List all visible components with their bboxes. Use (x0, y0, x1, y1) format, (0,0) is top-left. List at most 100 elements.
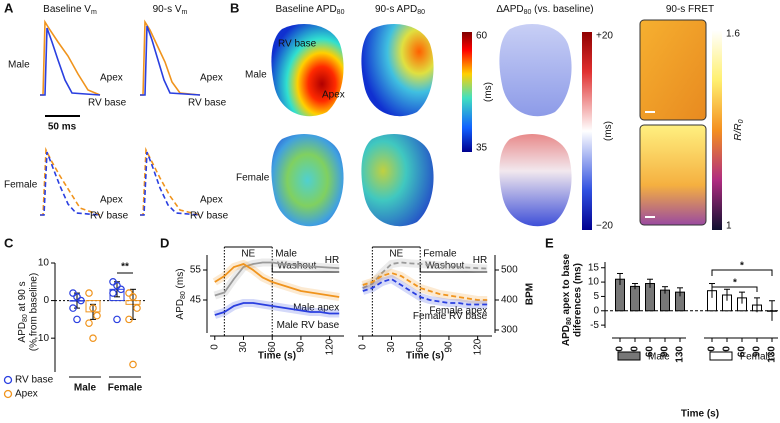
trace-label: RV base (90, 211, 129, 222)
point (69, 304, 77, 312)
delta-map (499, 134, 572, 227)
colorbar-unit: (ms) (483, 82, 494, 102)
y-axis-title-part: APD (175, 299, 186, 320)
panel-title: Male (275, 249, 297, 260)
column-title: Baseline APD80 (276, 4, 345, 17)
colorbar-max: +20 (596, 31, 613, 42)
x-tick-label: 130 (675, 346, 686, 363)
trace-label: Apex (100, 73, 123, 84)
point (89, 334, 97, 342)
row-label: Female (236, 173, 270, 184)
y2-axis-title: BPM (525, 283, 536, 305)
trace-label: RV base (88, 98, 127, 109)
row-label: Male (245, 70, 267, 81)
trace-label: RV base (190, 211, 229, 222)
line (362, 278, 488, 306)
trace (40, 19, 101, 96)
line-label: Male RV base (277, 320, 340, 331)
x-tick-label: 30 (238, 341, 249, 353)
y-tick-label: 15 (588, 262, 600, 273)
maps (271, 19, 722, 230)
y-axis-title: APD80 apex to base (561, 253, 574, 346)
x-tick-label: 0 (707, 346, 718, 352)
trace (40, 27, 101, 96)
annotation: * (740, 261, 744, 272)
x-tick-label: Female (108, 383, 143, 394)
line (214, 261, 340, 297)
column-title-part: 90-s FRET (666, 4, 714, 15)
panel-label: C (4, 235, 14, 250)
column-title-part: m (182, 9, 188, 16)
x-tick-label: 60 (415, 341, 426, 353)
bar (630, 285, 640, 312)
annotation: * (733, 278, 737, 289)
panel-label: D (160, 235, 169, 250)
line-label: Female RV base (413, 311, 488, 322)
x-axis-title: Time (s) (681, 409, 719, 420)
colorbar-min: −20 (596, 221, 613, 232)
y-axis-title-part: APD (561, 325, 572, 346)
trace (40, 151, 101, 216)
point (77, 296, 85, 305)
trace (40, 146, 101, 216)
trace (140, 146, 201, 216)
column-title: Baseline Vm (43, 4, 97, 17)
y-tick-label: 5 (593, 291, 599, 302)
x-tick-label: 90 (660, 346, 671, 358)
column-title-part: m (91, 9, 97, 16)
colorbar-unit: (ms) (603, 121, 614, 141)
y-axis-title-part: 80 (566, 317, 573, 325)
point (85, 319, 93, 327)
line-label: Female apex (429, 306, 487, 317)
legend-swatch (617, 351, 641, 361)
x-tick-label: 90 (444, 341, 455, 353)
y2-tick-label: 400 (501, 295, 518, 306)
y-tick-label: 0 (593, 305, 599, 316)
row-label: Female (4, 180, 38, 191)
line-label: HR (325, 255, 339, 266)
x-tick-label: 60 (267, 341, 278, 353)
x-tick-label: 0 (615, 346, 626, 352)
point (117, 285, 125, 294)
legend-marker (3, 389, 13, 399)
ne-label: NE (389, 249, 403, 260)
column-title: 90-s APD80 (375, 4, 425, 17)
trace (140, 151, 201, 216)
line-label: Male apex (293, 303, 339, 314)
colorbar-unit-part: (ms) (483, 82, 494, 102)
y-tick-label: 0 (43, 295, 49, 306)
annotation: ** (121, 262, 129, 273)
colorbar (462, 32, 472, 152)
x-tick-label: 30 (386, 341, 397, 353)
point (109, 289, 117, 297)
line-label: HR (473, 255, 487, 266)
column-title-part: 90-s APD (375, 4, 417, 15)
y-tick-label: -5 (590, 320, 599, 331)
colorbar-unit-part: R/R (733, 123, 744, 140)
fret-image (639, 124, 707, 226)
column-title-part: Baseline APD (276, 4, 337, 15)
colorbar-unit-part: 0 (738, 119, 745, 123)
point (113, 315, 121, 324)
x-tick-label: 30 (722, 346, 733, 358)
x-tick-label: 90 (752, 346, 763, 358)
panel-title: Female (423, 249, 457, 260)
column-title: 90-s Vm (153, 4, 188, 17)
region-label: Apex (322, 90, 345, 101)
legend-label: Female (740, 352, 774, 363)
column-title: ΔAPD80 (vs. baseline) (496, 4, 593, 17)
x-tick-label: 0 (357, 344, 368, 350)
y-tick-label: 55 (190, 265, 202, 276)
legend-label: Apex (15, 389, 38, 400)
y-tick-label: 10 (588, 277, 600, 288)
y-axis-title: APD80 (ms) (175, 268, 188, 319)
point (109, 277, 117, 286)
line (362, 272, 488, 301)
x-tick-label: 120 (324, 338, 335, 355)
column-title: 90-s FRET (666, 4, 714, 15)
column-title-part: (vs. baseline) (531, 4, 593, 15)
point (85, 289, 93, 297)
column-title-part: 80 (417, 9, 425, 16)
trace-label: Apex (200, 195, 223, 206)
